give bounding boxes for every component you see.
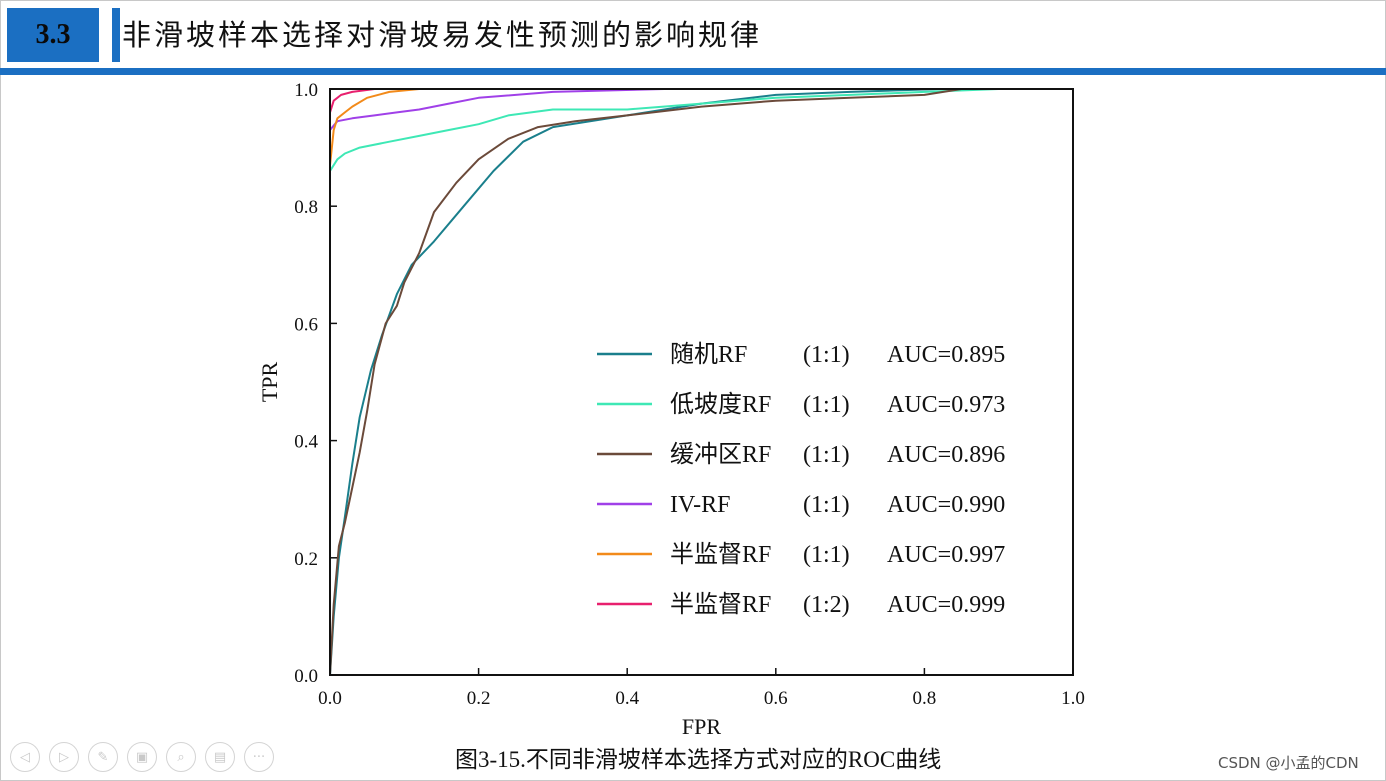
legend-auc-value: AUC=0.973 (887, 392, 1005, 418)
x-tick-label: 0.4 (615, 688, 639, 709)
figure-caption: 图3-15.不同非滑坡样本选择方式对应的ROC曲线 (455, 747, 942, 772)
previous-slide-button[interactable]: ◁ (10, 742, 40, 772)
y-tick-label: 0.8 (294, 197, 318, 218)
x-tick-label: 0.8 (913, 688, 937, 709)
legend-sample-ratio: (1:1) (803, 492, 850, 518)
subtitles-icon: ▤ (213, 749, 227, 765)
series-line-4 (329, 88, 1073, 675)
header-divider (0, 68, 1386, 75)
slides-icon: ▣ (135, 749, 149, 765)
series-line-3 (329, 88, 1073, 676)
legend-auc-value: AUC=0.999 (887, 592, 1005, 618)
legend-auc-value: AUC=0.990 (887, 492, 1005, 518)
y-tick-label: 0.4 (294, 432, 318, 453)
legend-sample-ratio: (1:1) (803, 542, 850, 568)
legend-sample-ratio: (1:1) (803, 442, 850, 468)
chevron-left-icon: ◁ (20, 749, 30, 765)
legend-series-name: 半监督RF (670, 591, 771, 618)
x-tick-label: 0.0 (318, 688, 342, 709)
y-tick-label: 0.2 (294, 549, 318, 570)
plot-frame (329, 88, 1074, 676)
x-tick-label: 0.6 (764, 688, 788, 709)
slides-overview-button[interactable]: ▣ (127, 742, 157, 772)
magnifier-icon: ⌕ (177, 749, 185, 765)
title-accent-bar (112, 8, 120, 62)
pen-tool-button[interactable]: ✎ (88, 742, 118, 772)
pen-icon: ✎ (97, 749, 109, 765)
series-line-6 (329, 88, 1073, 675)
slideshow-nav-bar: ◁ ▷ ✎ ▣ ⌕ ▤ ··· (10, 742, 274, 772)
subtitles-button[interactable]: ▤ (205, 742, 235, 772)
chart-legend: 随机RF (1:1) AUC=0.895 低坡度RF (1:1) AUC=0.973 缓冲区… (597, 341, 1005, 618)
y-tick-label: 1.0 (294, 80, 318, 101)
watermark: CSDN @小孟的CDN (1218, 754, 1359, 772)
legend-series-name: IV-RF (670, 492, 730, 518)
legend-sample-ratio: (1:1) (803, 342, 850, 368)
more-options-button[interactable]: ··· (244, 742, 274, 772)
slide-title: 非滑坡样本选择对滑坡易发性预测的影响规律 (122, 18, 763, 52)
x-tick-label: 0.2 (467, 688, 491, 709)
legend-series-name: 半监督RF (670, 541, 771, 568)
legend-sample-ratio: (1:1) (803, 392, 850, 418)
more-icon: ··· (252, 749, 266, 765)
series-line-1 (329, 88, 1073, 676)
chevron-right-icon: ▷ (59, 749, 69, 765)
next-slide-button[interactable]: ▷ (49, 742, 79, 772)
x-tick-label: 1.0 (1061, 688, 1085, 709)
legend-auc-value: AUC=0.895 (887, 342, 1005, 368)
legend-auc-value: AUC=0.896 (887, 442, 1005, 468)
series-line-5 (329, 88, 1073, 675)
legend-series-name: 低坡度RF (670, 391, 771, 418)
legend-sample-ratio: (1:2) (803, 592, 850, 618)
legend-series-name: 随机RF (670, 341, 747, 368)
y-axis-label: TPR (257, 362, 282, 403)
axes-layer: 0.0 0.2 0.4 0.6 0.8 1.0 0.0 0.2 0.4 0.6 0.8 1.0 FPR T… (257, 80, 1085, 739)
legend-series-name: 缓冲区RF (670, 441, 771, 468)
section-number-badge: 3.3 (7, 8, 99, 62)
legend-auc-value: AUC=0.997 (887, 542, 1005, 568)
zoom-button[interactable]: ⌕ (166, 742, 196, 772)
series-line-2 (329, 88, 1073, 675)
y-tick-label: 0.0 (294, 666, 318, 687)
series-layer (329, 88, 1073, 676)
y-tick-label: 0.6 (294, 314, 318, 335)
x-axis-label: FPR (682, 714, 721, 739)
section-number: 3.3 (35, 19, 71, 50)
